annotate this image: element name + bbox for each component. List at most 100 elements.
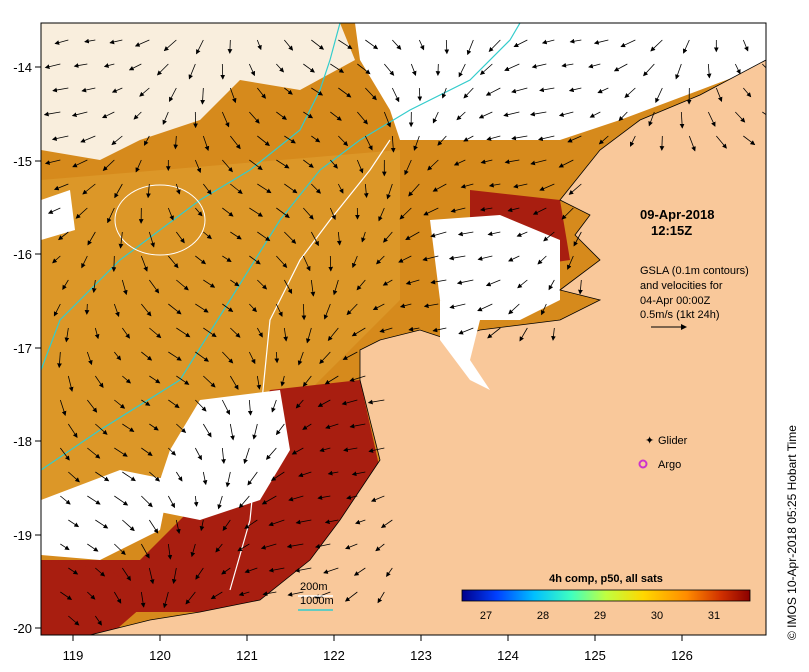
velocity-arrow: [135, 159, 142, 173]
velocity-arrow: [140, 543, 150, 559]
colorbar-tick-label: 30: [651, 610, 663, 622]
velocity-arrow: [210, 591, 223, 600]
velocity-arrow: [274, 351, 280, 364]
velocity-arrow: [541, 39, 555, 45]
velocity-arrow: [410, 63, 417, 76]
legend-argo: Argo: [658, 459, 681, 471]
velocity-arrow: [221, 111, 230, 128]
velocity-arrow: [342, 351, 358, 360]
velocity-arrow: [247, 399, 253, 416]
velocity-arrow: [276, 207, 290, 218]
velocity-arrow: [620, 39, 636, 48]
velocity-arrow: [351, 255, 358, 269]
velocity-arrow: [193, 495, 199, 507]
velocity-arrow: [287, 591, 304, 597]
velocity-arrow: [257, 279, 268, 290]
lat-tick-label: -19: [13, 528, 32, 543]
velocity-arrow: [370, 495, 385, 502]
velocity-arrow: [568, 87, 582, 93]
velocity-arrow: [377, 591, 385, 604]
velocity-arrow: [280, 375, 286, 387]
velocity-arrow: [598, 135, 609, 145]
gsla-note-line1: GSLA (0.1m contours): [640, 265, 749, 277]
velocity-arrow: [379, 327, 393, 333]
velocity-arrow: [432, 111, 439, 124]
velocity-arrow: [488, 182, 501, 188]
velocity-arrow: [244, 567, 258, 574]
velocity-arrow: [324, 375, 339, 385]
velocity-arrow: [365, 87, 377, 101]
velocity-arrow: [175, 471, 183, 482]
velocity-arrow: [168, 303, 182, 315]
velocity-arrow: [196, 39, 204, 55]
velocity-arrow: [548, 279, 555, 291]
velocity-arrow: [288, 495, 304, 502]
velocity-arrow: [298, 471, 312, 478]
velocity-arrow: [589, 111, 601, 118]
depth-200m-label: 200m: [300, 581, 328, 593]
velocity-arrow: [486, 135, 501, 141]
velocity-arrow: [149, 471, 160, 482]
velocity-arrow: [149, 279, 160, 294]
velocity-arrow: [517, 279, 528, 289]
velocity-arrow: [114, 543, 126, 556]
gsla-note-line3: 04-Apr 00:00Z: [640, 295, 711, 307]
velocity-arrow: [95, 471, 110, 482]
velocity-arrow: [408, 183, 420, 197]
velocity-arrow: [507, 207, 520, 213]
velocity-arrow: [195, 399, 207, 412]
velocity-arrow: [149, 423, 159, 431]
velocity-arrow: [284, 231, 297, 244]
timestamp-line2: 12:15Z: [651, 223, 692, 238]
velocity-arrow: [456, 111, 466, 121]
velocity-arrow: [84, 303, 90, 315]
velocity-arrow: [87, 495, 101, 505]
velocity-arrow: [283, 279, 293, 294]
velocity-arrow: [480, 159, 493, 165]
velocity-arrow: [398, 255, 412, 263]
depth-1000m-label: 1000m: [300, 595, 334, 607]
velocity-arrow: [629, 135, 636, 147]
velocity-arrow: [311, 183, 321, 194]
velocity-arrow: [249, 303, 257, 313]
velocity-arrow: [460, 183, 474, 189]
velocity-arrow: [111, 87, 123, 93]
velocity-arrow: [356, 159, 364, 174]
velocity-arrow: [276, 111, 287, 120]
velocity-arrow: [561, 207, 574, 220]
velocity-arrow: [441, 87, 447, 99]
velocity-arrow: [762, 111, 766, 116]
velocity-arrow: [405, 231, 420, 240]
velocity-arrow: [275, 303, 283, 317]
velocity-arrow: [314, 591, 331, 599]
velocity-arrow: [386, 567, 393, 577]
gsla-contour: [114, 184, 206, 256]
velocity-arrow: [249, 111, 260, 124]
velocity-arrow: [531, 63, 547, 69]
velocity-arrow: [329, 207, 336, 221]
velocity-arrow: [64, 327, 70, 343]
velocity-arrow: [68, 567, 79, 575]
land-mass: [89, 59, 766, 635]
velocity-arrow: [168, 351, 182, 361]
velocity-arrow: [519, 327, 528, 342]
lon-tick-label: 126: [671, 648, 693, 663]
velocity-arrow: [450, 207, 466, 213]
velocity-arrow: [707, 111, 716, 127]
velocity-arrow: [477, 303, 493, 312]
velocity-arrow: [52, 87, 69, 93]
velocity-arrow: [82, 183, 96, 195]
velocity-arrow: [194, 159, 202, 174]
velocity-arrow: [418, 39, 425, 51]
velocity-arrow: [53, 183, 69, 191]
velocity-arrow: [190, 543, 196, 558]
velocity-arrow: [173, 135, 179, 150]
velocity-arrow: [95, 615, 102, 626]
longitude-ticks: 119 120 121 122 123 124 125 126: [63, 635, 693, 663]
velocity-arrow: [364, 135, 373, 151]
velocity-arrow: [68, 519, 80, 528]
velocity-arrow: [87, 447, 101, 459]
velocity-arrow: [87, 543, 99, 552]
velocity-arrow: [323, 567, 339, 574]
velocity-arrow: [297, 351, 304, 366]
